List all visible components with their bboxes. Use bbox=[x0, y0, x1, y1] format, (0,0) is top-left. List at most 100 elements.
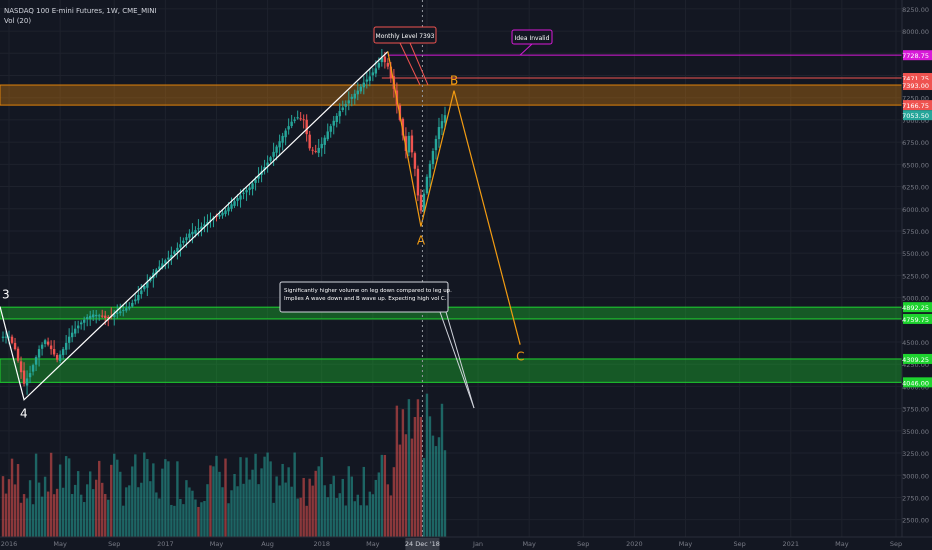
candle-body bbox=[88, 315, 92, 319]
candle-body bbox=[107, 317, 110, 319]
price-tag-label: 4309.25 bbox=[902, 356, 929, 364]
volume-bar bbox=[170, 504, 173, 537]
time-tick-label: May bbox=[366, 540, 380, 548]
volume-bar bbox=[401, 409, 405, 537]
candle-body bbox=[311, 149, 314, 151]
candle-body bbox=[82, 319, 86, 323]
price-tick-label: 4000.00 bbox=[902, 383, 929, 391]
volume-bar bbox=[40, 496, 44, 537]
volume-bar bbox=[404, 434, 408, 537]
price-tag-label: 7053.50 bbox=[902, 112, 929, 120]
candle-body bbox=[275, 146, 278, 153]
volume-bar bbox=[107, 499, 110, 537]
volume-bar bbox=[167, 461, 170, 537]
volume-bar bbox=[125, 487, 128, 537]
candle-body bbox=[236, 198, 239, 201]
price-tick-label: 8000.00 bbox=[902, 28, 929, 36]
candle-body bbox=[146, 281, 149, 288]
candle-body bbox=[179, 244, 182, 248]
price-tag-label: 7471.75 bbox=[902, 75, 929, 83]
candle-body bbox=[167, 257, 170, 260]
candle-body bbox=[113, 314, 116, 317]
candle-body bbox=[218, 214, 221, 217]
volume-bar bbox=[359, 505, 363, 537]
candle-body bbox=[443, 115, 447, 123]
candle-body bbox=[22, 370, 26, 384]
volume-bar bbox=[197, 506, 200, 537]
volume-bar bbox=[437, 437, 441, 537]
time-tick-label: Sep bbox=[577, 540, 589, 548]
volume-bar bbox=[134, 454, 137, 537]
volume-bar bbox=[146, 459, 149, 537]
volume-bar bbox=[92, 489, 95, 537]
volume-bar bbox=[341, 478, 344, 537]
volume-bar bbox=[176, 461, 179, 537]
volume-bar bbox=[85, 484, 89, 537]
candle-body bbox=[281, 135, 284, 143]
volume-bar bbox=[1, 476, 5, 537]
crosshair-date-label: 24 Dec '18 bbox=[405, 540, 440, 548]
volume-bar bbox=[37, 482, 41, 537]
candle-body bbox=[31, 365, 35, 372]
volume-bar bbox=[34, 453, 38, 537]
candle-body bbox=[326, 131, 329, 140]
volume-bar bbox=[347, 466, 350, 537]
candle-body bbox=[308, 134, 311, 149]
volume-bar bbox=[13, 484, 17, 537]
wave-label-B: B bbox=[450, 74, 458, 88]
volume-bar bbox=[158, 498, 161, 537]
volume-bar bbox=[52, 494, 56, 537]
volume-bar bbox=[395, 405, 399, 537]
volume-bar bbox=[386, 484, 390, 537]
volume-bar bbox=[281, 463, 284, 537]
monthly-level-pointer bbox=[399, 42, 421, 86]
candle-body bbox=[40, 344, 44, 349]
candle-body bbox=[404, 136, 408, 152]
volume-bar bbox=[260, 468, 263, 537]
volume-bar bbox=[407, 399, 411, 537]
candle-body bbox=[257, 175, 260, 179]
symbol-title[interactable]: NASDAQ 100 E-mini Futures, 1W, CME_MINI bbox=[4, 7, 157, 15]
volume-bar bbox=[269, 461, 272, 537]
candle-body bbox=[272, 151, 275, 157]
volume-note-line: Implies A wave down and B wave up. Expec… bbox=[284, 296, 447, 302]
candle-body bbox=[323, 137, 326, 145]
volume-bar bbox=[140, 482, 143, 537]
candle-body bbox=[125, 308, 128, 311]
volume-bar bbox=[278, 485, 281, 537]
candle-body bbox=[368, 76, 372, 81]
volume-bar bbox=[182, 504, 185, 537]
candle-body bbox=[245, 190, 248, 193]
candle-body bbox=[176, 247, 179, 253]
volume-bar bbox=[425, 393, 429, 537]
candle-body bbox=[200, 226, 203, 230]
candle-body bbox=[362, 82, 366, 88]
price-axis-bg bbox=[902, 0, 932, 550]
candle-body bbox=[341, 107, 344, 110]
volume-bar bbox=[152, 463, 155, 537]
price-tick-label: 3500.00 bbox=[902, 428, 929, 436]
volume-indicator-label[interactable]: Vol (20) bbox=[4, 17, 32, 25]
volume-bar bbox=[203, 501, 206, 537]
volume-bar bbox=[194, 499, 197, 537]
candle-body bbox=[290, 121, 293, 127]
volume-bar bbox=[383, 454, 387, 537]
volume-bar bbox=[284, 482, 287, 537]
candle-body bbox=[233, 201, 236, 206]
volume-bar bbox=[398, 444, 402, 537]
volume-bar bbox=[317, 466, 320, 537]
volume-bar bbox=[239, 457, 242, 537]
candle-body bbox=[61, 349, 65, 356]
volume-bar bbox=[61, 487, 65, 537]
candle-body bbox=[170, 254, 173, 259]
candle-body bbox=[194, 230, 197, 234]
volume-bar bbox=[326, 497, 329, 537]
candle-body bbox=[224, 210, 227, 214]
wave-label-4: 4 bbox=[20, 407, 28, 421]
candle-body bbox=[98, 315, 101, 317]
volume-bar bbox=[191, 490, 194, 537]
price-tag bbox=[903, 80, 932, 91]
volume-bar bbox=[362, 466, 366, 537]
volume-bar bbox=[221, 487, 224, 537]
